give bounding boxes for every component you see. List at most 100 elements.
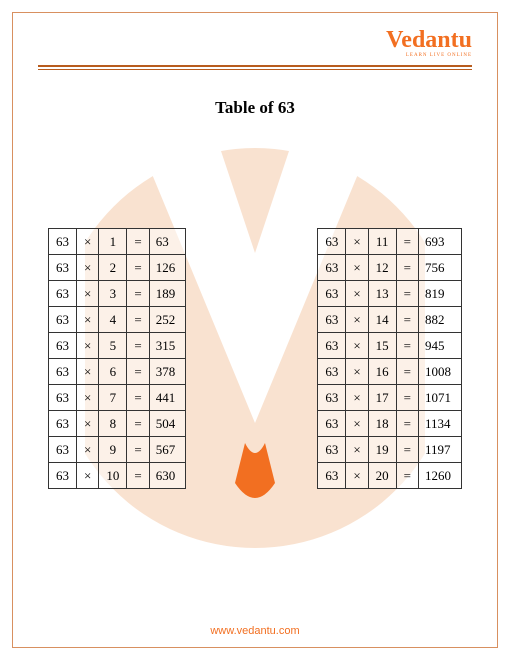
- table-row: 63×3=189: [49, 281, 186, 307]
- multiplicand-cell: 63: [49, 281, 77, 307]
- header-rule-thin: [38, 69, 472, 70]
- table-row: 63×15=945: [318, 333, 462, 359]
- multiplicand-cell: 63: [318, 281, 346, 307]
- footer-url: www.vedantu.com: [13, 625, 497, 637]
- equals-cell: =: [396, 281, 418, 307]
- multiplier-cell: 5: [99, 333, 127, 359]
- multiplier-cell: 3: [99, 281, 127, 307]
- equals-cell: =: [127, 463, 149, 489]
- table-row: 63×2=126: [49, 255, 186, 281]
- multiplication-table-right: 63×11=69363×12=75663×13=81963×14=88263×1…: [317, 228, 462, 489]
- multiplier-cell: 16: [368, 359, 396, 385]
- equals-cell: =: [396, 333, 418, 359]
- operator-cell: ×: [346, 281, 368, 307]
- equals-cell: =: [127, 359, 149, 385]
- multiplier-cell: 12: [368, 255, 396, 281]
- table-row: 63×5=315: [49, 333, 186, 359]
- result-cell: 1008: [419, 359, 462, 385]
- multiplicand-cell: 63: [49, 411, 77, 437]
- multiplicand-cell: 63: [318, 437, 346, 463]
- table-row: 63×17=1071: [318, 385, 462, 411]
- table-row: 63×18=1134: [318, 411, 462, 437]
- equals-cell: =: [127, 255, 149, 281]
- result-cell: 63: [149, 229, 186, 255]
- operator-cell: ×: [77, 333, 99, 359]
- multiplicand-cell: 63: [49, 359, 77, 385]
- table-row: 63×11=693: [318, 229, 462, 255]
- equals-cell: =: [396, 307, 418, 333]
- multiplicand-cell: 63: [318, 307, 346, 333]
- multiplier-cell: 7: [99, 385, 127, 411]
- multiplier-cell: 14: [368, 307, 396, 333]
- multiplier-cell: 1: [99, 229, 127, 255]
- table-row: 63×10=630: [49, 463, 186, 489]
- equals-cell: =: [127, 333, 149, 359]
- multiplicand-cell: 63: [49, 333, 77, 359]
- multiplier-cell: 9: [99, 437, 127, 463]
- table-row: 63×14=882: [318, 307, 462, 333]
- operator-cell: ×: [346, 333, 368, 359]
- operator-cell: ×: [77, 385, 99, 411]
- multiplicand-cell: 63: [318, 359, 346, 385]
- multiplicand-cell: 63: [318, 411, 346, 437]
- multiplier-cell: 18: [368, 411, 396, 437]
- operator-cell: ×: [77, 437, 99, 463]
- table-row: 63×19=1197: [318, 437, 462, 463]
- multiplier-cell: 17: [368, 385, 396, 411]
- result-cell: 756: [419, 255, 462, 281]
- table-row: 63×12=756: [318, 255, 462, 281]
- multiplicand-cell: 63: [49, 229, 77, 255]
- result-cell: 1134: [419, 411, 462, 437]
- result-cell: 441: [149, 385, 186, 411]
- equals-cell: =: [127, 281, 149, 307]
- equals-cell: =: [127, 385, 149, 411]
- equals-cell: =: [127, 229, 149, 255]
- result-cell: 504: [149, 411, 186, 437]
- tables-container: 63×1=6363×2=12663×3=18963×4=25263×5=3156…: [13, 228, 497, 489]
- table-row: 63×1=63: [49, 229, 186, 255]
- multiplier-cell: 2: [99, 255, 127, 281]
- table-row: 63×4=252: [49, 307, 186, 333]
- multiplier-cell: 8: [99, 411, 127, 437]
- multiplicand-cell: 63: [49, 463, 77, 489]
- multiplier-cell: 6: [99, 359, 127, 385]
- result-cell: 1197: [419, 437, 462, 463]
- operator-cell: ×: [346, 307, 368, 333]
- equals-cell: =: [127, 307, 149, 333]
- multiplier-cell: 10: [99, 463, 127, 489]
- equals-cell: =: [396, 229, 418, 255]
- multiplicand-cell: 63: [318, 229, 346, 255]
- result-cell: 819: [419, 281, 462, 307]
- operator-cell: ×: [346, 255, 368, 281]
- multiplicand-cell: 63: [49, 255, 77, 281]
- multiplier-cell: 19: [368, 437, 396, 463]
- multiplier-cell: 11: [368, 229, 396, 255]
- brand-tagline: LEARN LIVE ONLINE: [406, 53, 472, 58]
- result-cell: 882: [419, 307, 462, 333]
- result-cell: 630: [149, 463, 186, 489]
- multiplicand-cell: 63: [49, 307, 77, 333]
- table-row: 63×9=567: [49, 437, 186, 463]
- table-row: 63×6=378: [49, 359, 186, 385]
- result-cell: 315: [149, 333, 186, 359]
- result-cell: 1260: [419, 463, 462, 489]
- multiplicand-cell: 63: [318, 255, 346, 281]
- operator-cell: ×: [77, 411, 99, 437]
- multiplicand-cell: 63: [318, 333, 346, 359]
- operator-cell: ×: [77, 307, 99, 333]
- operator-cell: ×: [346, 437, 368, 463]
- equals-cell: =: [396, 411, 418, 437]
- multiplier-cell: 13: [368, 281, 396, 307]
- operator-cell: ×: [346, 385, 368, 411]
- operator-cell: ×: [346, 463, 368, 489]
- header-rule-thick: [38, 65, 472, 67]
- table-row: 63×7=441: [49, 385, 186, 411]
- operator-cell: ×: [77, 281, 99, 307]
- multiplicand-cell: 63: [318, 385, 346, 411]
- equals-cell: =: [396, 385, 418, 411]
- result-cell: 252: [149, 307, 186, 333]
- result-cell: 567: [149, 437, 186, 463]
- multiplier-cell: 20: [368, 463, 396, 489]
- operator-cell: ×: [346, 359, 368, 385]
- equals-cell: =: [127, 437, 149, 463]
